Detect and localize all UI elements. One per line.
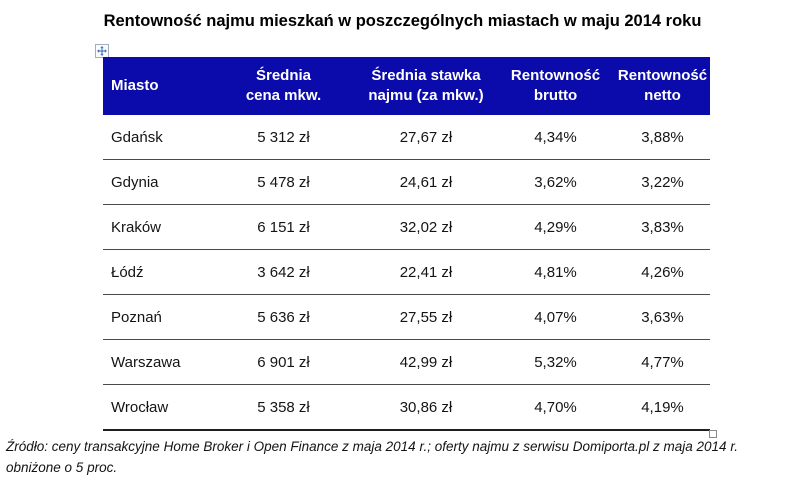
table-row: Wrocław 5 358 zł 30,86 zł 4,70% 4,19% xyxy=(103,384,710,431)
cell-avg-price: 6 901 zł xyxy=(211,339,356,385)
cell-avg-price: 5 636 zł xyxy=(211,294,356,340)
cell-net-yield: 4,19% xyxy=(615,384,710,431)
cell-avg-price: 5 312 zł xyxy=(211,115,356,160)
cell-gross-yield: 4,29% xyxy=(496,204,615,250)
cell-gross-yield: 4,07% xyxy=(496,294,615,340)
cell-net-yield: 3,22% xyxy=(615,159,710,205)
cell-avg-rent: 27,55 zł xyxy=(356,294,496,340)
cell-gross-yield: 4,34% xyxy=(496,115,615,160)
cell-avg-rent: 27,67 zł xyxy=(356,115,496,160)
cell-avg-rent: 30,86 zł xyxy=(356,384,496,431)
cell-city: Kraków xyxy=(103,204,211,250)
cell-net-yield: 3,88% xyxy=(615,115,710,160)
cell-gross-yield: 3,62% xyxy=(496,159,615,205)
source-note-line1: Źródło: ceny transakcyjne Home Broker i … xyxy=(6,439,739,454)
cell-avg-rent: 32,02 zł xyxy=(356,204,496,250)
source-note: Źródło: ceny transakcyjne Home Broker i … xyxy=(6,436,801,478)
cell-avg-rent: 24,61 zł xyxy=(356,159,496,205)
cell-avg-rent: 22,41 zł xyxy=(356,249,496,295)
table-row: Gdańsk 5 312 zł 27,67 zł 4,34% 3,88% xyxy=(103,115,710,160)
cell-city: Warszawa xyxy=(103,339,211,385)
header-avg-price: Średnia cena mkw. xyxy=(211,57,356,115)
move-arrows-icon xyxy=(97,46,107,56)
table-move-handle[interactable] xyxy=(95,44,109,58)
table-row: Kraków 6 151 zł 32,02 zł 4,29% 3,83% xyxy=(103,204,710,250)
cell-gross-yield: 5,32% xyxy=(496,339,615,385)
cell-avg-price: 5 478 zł xyxy=(211,159,356,205)
cell-net-yield: 3,63% xyxy=(615,294,710,340)
cell-avg-rent: 42,99 zł xyxy=(356,339,496,385)
table-resize-handle[interactable] xyxy=(709,430,717,438)
cell-gross-yield: 4,70% xyxy=(496,384,615,431)
table-row: Łódź 3 642 zł 22,41 zł 4,81% 4,26% xyxy=(103,249,710,295)
cell-city: Łódź xyxy=(103,249,211,295)
cell-net-yield: 4,26% xyxy=(615,249,710,295)
table-row: Poznań 5 636 zł 27,55 zł 4,07% 3,63% xyxy=(103,294,710,340)
header-avg-rent: Średnia stawka najmu (za mkw.) xyxy=(356,57,496,115)
cell-avg-price: 3 642 zł xyxy=(211,249,356,295)
page-title: Rentowność najmu mieszkań w poszczególny… xyxy=(103,12,702,30)
cell-net-yield: 4,77% xyxy=(615,339,710,385)
cell-city: Wrocław xyxy=(103,384,211,431)
cell-gross-yield: 4,81% xyxy=(496,249,615,295)
cell-net-yield: 3,83% xyxy=(615,204,710,250)
cell-avg-price: 5 358 zł xyxy=(211,384,356,431)
cell-city: Gdańsk xyxy=(103,115,211,160)
table-row: Warszawa 6 901 zł 42,99 zł 5,32% 4,77% xyxy=(103,339,710,385)
table-header-row: Miasto Średnia cena mkw. Średnia stawka na… xyxy=(103,57,710,115)
table-row: Gdynia 5 478 zł 24,61 zł 3,62% 3,22% xyxy=(103,159,710,205)
header-gross-yield: Rentowność brutto xyxy=(496,57,615,115)
cell-city: Gdynia xyxy=(103,159,211,205)
rental-yield-table: Miasto Średnia cena mkw. Średnia stawka na… xyxy=(103,57,710,431)
header-net-yield: Rentowność netto xyxy=(615,57,710,115)
cell-avg-price: 6 151 zł xyxy=(211,204,356,250)
cell-city: Poznań xyxy=(103,294,211,340)
source-note-line2: obniżone o 5 proc. xyxy=(6,460,118,475)
header-city: Miasto xyxy=(103,57,211,115)
